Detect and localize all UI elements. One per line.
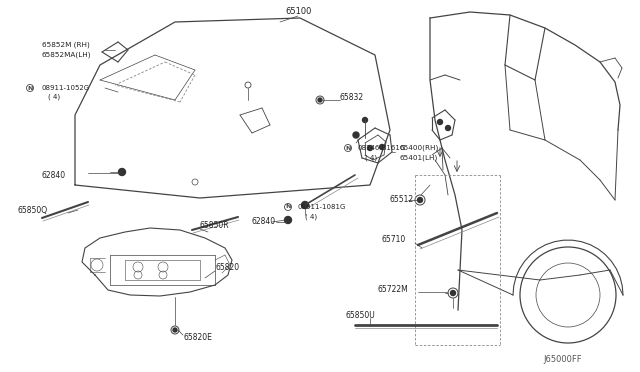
Circle shape bbox=[318, 98, 322, 102]
Text: ( 4): ( 4) bbox=[365, 155, 377, 161]
Circle shape bbox=[362, 118, 367, 122]
Text: 62840: 62840 bbox=[252, 218, 276, 227]
Text: 65401(LH): 65401(LH) bbox=[400, 155, 438, 161]
Text: N: N bbox=[285, 205, 291, 209]
Circle shape bbox=[367, 145, 372, 151]
Text: 08911-1052G: 08911-1052G bbox=[42, 85, 90, 91]
Circle shape bbox=[173, 328, 177, 332]
Text: J65000FF: J65000FF bbox=[543, 356, 582, 365]
Circle shape bbox=[380, 144, 385, 150]
Text: 65850U: 65850U bbox=[345, 311, 375, 320]
Text: 65820E: 65820E bbox=[183, 334, 212, 343]
Text: 65512: 65512 bbox=[390, 196, 414, 205]
Text: ( 4): ( 4) bbox=[48, 94, 60, 100]
Text: 65850R: 65850R bbox=[200, 221, 230, 230]
Text: 65820: 65820 bbox=[215, 263, 239, 273]
Circle shape bbox=[445, 125, 451, 131]
Text: 65852M (RH): 65852M (RH) bbox=[42, 42, 90, 48]
Text: 65100: 65100 bbox=[285, 7, 312, 16]
Text: 62840: 62840 bbox=[42, 170, 66, 180]
Circle shape bbox=[438, 119, 442, 125]
Circle shape bbox=[417, 198, 422, 202]
Circle shape bbox=[451, 291, 456, 295]
Circle shape bbox=[118, 169, 125, 176]
Text: 08911-1081G: 08911-1081G bbox=[298, 204, 346, 210]
Circle shape bbox=[285, 217, 291, 224]
Text: 65852MA(LH): 65852MA(LH) bbox=[42, 52, 92, 58]
Circle shape bbox=[301, 202, 308, 208]
Text: 65722M: 65722M bbox=[378, 285, 409, 295]
Text: 65710: 65710 bbox=[382, 235, 406, 244]
Text: ( 4): ( 4) bbox=[305, 214, 317, 220]
Circle shape bbox=[353, 132, 359, 138]
Text: N: N bbox=[28, 86, 33, 90]
Text: 65400(RH): 65400(RH) bbox=[400, 145, 439, 151]
Text: 65832: 65832 bbox=[340, 93, 364, 102]
Text: 65850Q: 65850Q bbox=[18, 205, 48, 215]
Text: 08146-B161G: 08146-B161G bbox=[358, 145, 406, 151]
Text: N: N bbox=[346, 145, 351, 151]
